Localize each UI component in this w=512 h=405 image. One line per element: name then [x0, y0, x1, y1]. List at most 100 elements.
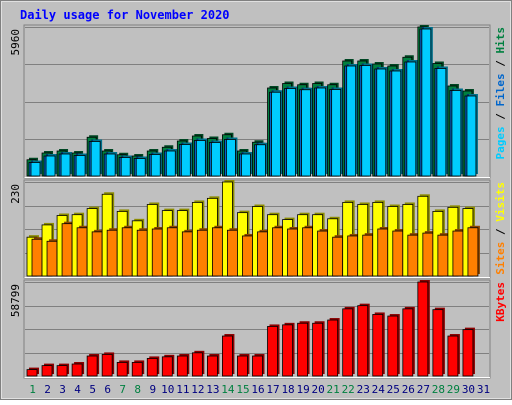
- chart-frame-inner-light: [1, 1, 511, 399]
- bar-pages-day-9: [150, 152, 163, 177]
- x-tick-label: 5: [89, 383, 96, 396]
- bar-pages-day-13: [210, 140, 223, 177]
- y-max-label: 5960: [9, 29, 22, 56]
- x-tick-label: 3: [59, 383, 66, 396]
- bar: [436, 68, 447, 177]
- bar-kbytes-day-21: [327, 318, 340, 377]
- bar-kbytes-day-22: [342, 306, 355, 377]
- y-max-label: 58799: [9, 284, 22, 317]
- x-tick-label: 16: [251, 383, 264, 396]
- bar: [86, 355, 98, 377]
- panel-2: 230 Sites / Visits: [9, 179, 507, 279]
- bar: [422, 232, 434, 277]
- bar: [75, 155, 86, 177]
- x-tick-label: 10: [161, 383, 174, 396]
- bar: [120, 157, 131, 177]
- bar: [76, 227, 88, 277]
- bar: [466, 95, 477, 177]
- bar: [467, 227, 479, 277]
- bar-kbytes-day-10: [161, 354, 175, 377]
- bar: [362, 234, 374, 277]
- bar-kbytes-day-23: [357, 303, 370, 377]
- bar: [222, 335, 233, 377]
- bar: [91, 231, 103, 277]
- bar: [46, 240, 58, 277]
- legend: Sites / Visits: [494, 182, 507, 275]
- bar: [237, 355, 248, 377]
- x-tick-label: 14: [221, 383, 235, 396]
- bar-pages-day-18: [286, 86, 298, 177]
- bar-kbytes-day-16: [252, 354, 265, 377]
- bar: [302, 227, 313, 277]
- bar-pages-day-7: [120, 155, 133, 177]
- bar-pages-day-22: [346, 64, 358, 177]
- bar: [451, 90, 462, 177]
- bar-kbytes-day-18: [282, 322, 295, 377]
- bar-pages-day-15: [241, 152, 253, 177]
- bar: [31, 238, 43, 277]
- bar: [407, 234, 419, 277]
- bar: [421, 28, 432, 177]
- x-tick-label: 31: [477, 383, 490, 396]
- bar: [286, 88, 296, 177]
- bar: [241, 153, 251, 177]
- bar: [150, 154, 161, 177]
- bar-kbytes-day-26: [402, 306, 415, 377]
- bar-pages-day-2: [45, 154, 58, 177]
- bar-kbytes-day-4: [71, 362, 85, 377]
- bar-kbytes-day-15: [237, 354, 250, 377]
- panel-3: 58799 KBytes: [9, 279, 507, 379]
- legend-entry: /: [494, 54, 507, 74]
- legend: Pages / Files / Hits: [494, 27, 507, 160]
- bar: [30, 162, 41, 177]
- bar: [116, 362, 128, 377]
- bar: [301, 89, 311, 177]
- bar-pages-day-29: [451, 88, 463, 177]
- x-tick-label: 1: [29, 383, 36, 396]
- legend-entry: Sites: [494, 242, 507, 275]
- x-tick-label: 13: [206, 383, 219, 396]
- bar-kbytes-day-2: [41, 363, 55, 377]
- bar: [297, 322, 308, 377]
- bar-kbytes-day-5: [86, 354, 100, 377]
- bar-pages-day-23: [361, 63, 373, 177]
- bar: [271, 91, 281, 177]
- bar: [195, 140, 206, 177]
- legend-entry: /: [494, 107, 507, 127]
- x-tick-label: 27: [417, 383, 430, 396]
- bar: [402, 308, 414, 377]
- bar: [191, 352, 203, 377]
- bar: [347, 235, 359, 277]
- bar: [101, 354, 113, 377]
- bar: [417, 281, 429, 377]
- bar-sites-day-30: [467, 225, 480, 277]
- x-tick-label: 24: [372, 383, 386, 396]
- bar: [135, 158, 146, 177]
- bar: [437, 234, 449, 277]
- x-tick-label: 11: [176, 383, 189, 396]
- bar: [346, 65, 357, 177]
- bar-pages-day-30: [466, 94, 478, 177]
- bar-kbytes-day-17: [267, 324, 280, 377]
- bar-pages-day-28: [436, 66, 448, 177]
- bar-kbytes-day-6: [101, 352, 115, 377]
- bar: [257, 231, 268, 277]
- bar: [131, 362, 143, 377]
- x-tick-label: 23: [357, 383, 370, 396]
- bar: [392, 230, 404, 277]
- chart-title: Daily usage for November 2020: [20, 8, 230, 22]
- bar: [41, 365, 53, 377]
- bar-kbytes-day-27: [417, 280, 430, 377]
- bar: [242, 235, 253, 277]
- legend-entry: Hits: [494, 27, 507, 54]
- legend-entry: Pages: [494, 126, 507, 159]
- x-tick-label: 4: [74, 383, 81, 396]
- bar: [226, 139, 236, 177]
- bar: [327, 319, 339, 377]
- bar-kbytes-day-19: [297, 321, 310, 377]
- bar: [432, 309, 444, 377]
- bar: [377, 228, 389, 277]
- bar-kbytes-day-20: [312, 321, 325, 377]
- bar-kbytes-day-13: [206, 354, 220, 377]
